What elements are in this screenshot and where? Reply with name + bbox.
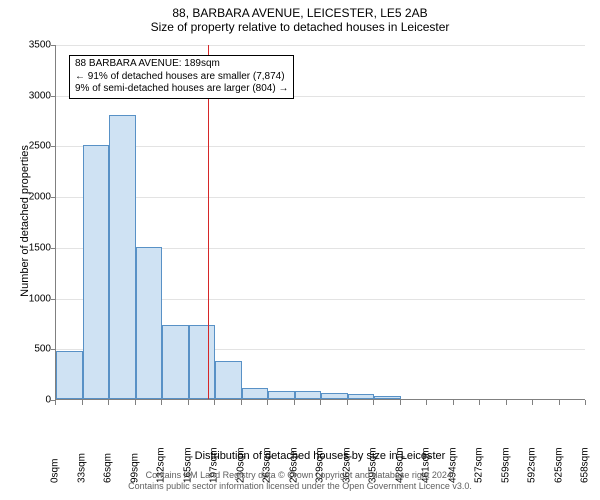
attribution-text: Contains HM Land Registry data © Crown c… — [0, 470, 600, 492]
ytick-label: 1000 — [11, 293, 51, 304]
ytick-mark — [51, 197, 56, 198]
ytick-label: 3000 — [11, 90, 51, 101]
bar — [162, 325, 189, 399]
bar — [348, 394, 375, 399]
ytick-label: 1500 — [11, 242, 51, 253]
bar — [189, 325, 216, 399]
bar — [374, 396, 401, 399]
bar — [268, 391, 295, 399]
chart-container: { "title_line1": "88, BARBARA AVENUE, LE… — [0, 0, 600, 500]
chart-title-subtitle: Size of property relative to detached ho… — [0, 20, 600, 34]
ytick-mark — [51, 146, 56, 147]
y-axis-label: Number of detached properties — [19, 121, 31, 321]
ytick-label: 2000 — [11, 192, 51, 203]
attribution-line: Contains public sector information licen… — [0, 481, 600, 492]
ytick-label: 0 — [11, 395, 51, 406]
chart-area: 88 BARBARA AVENUE: 189sqm← 91% of detach… — [55, 45, 585, 400]
x-axis-label: Distribution of detached houses by size … — [55, 450, 585, 462]
gridline — [56, 45, 585, 46]
bar — [321, 393, 348, 399]
ytick-mark — [51, 96, 56, 97]
ytick-mark — [51, 299, 56, 300]
ytick-label: 500 — [11, 344, 51, 355]
bar — [295, 391, 322, 399]
bar — [56, 351, 83, 399]
bar — [242, 388, 269, 399]
ytick-label: 3500 — [11, 40, 51, 51]
ytick-mark — [51, 45, 56, 46]
attribution-line: Contains HM Land Registry data © Crown c… — [0, 470, 600, 481]
bar — [109, 115, 136, 399]
bar — [83, 145, 110, 399]
bar — [215, 361, 242, 399]
annotation-line: 88 BARBARA AVENUE: 189sqm — [75, 58, 288, 71]
annotation-box: 88 BARBARA AVENUE: 189sqm← 91% of detach… — [69, 55, 294, 99]
bar — [136, 247, 163, 399]
ytick-mark — [51, 248, 56, 249]
ytick-label: 2500 — [11, 141, 51, 152]
chart-title-address: 88, BARBARA AVENUE, LEICESTER, LE5 2AB — [0, 0, 600, 20]
ytick-mark — [51, 349, 56, 350]
annotation-line: ← 91% of detached houses are smaller (7,… — [75, 71, 288, 84]
annotation-line: 9% of semi-detached houses are larger (8… — [75, 83, 288, 96]
